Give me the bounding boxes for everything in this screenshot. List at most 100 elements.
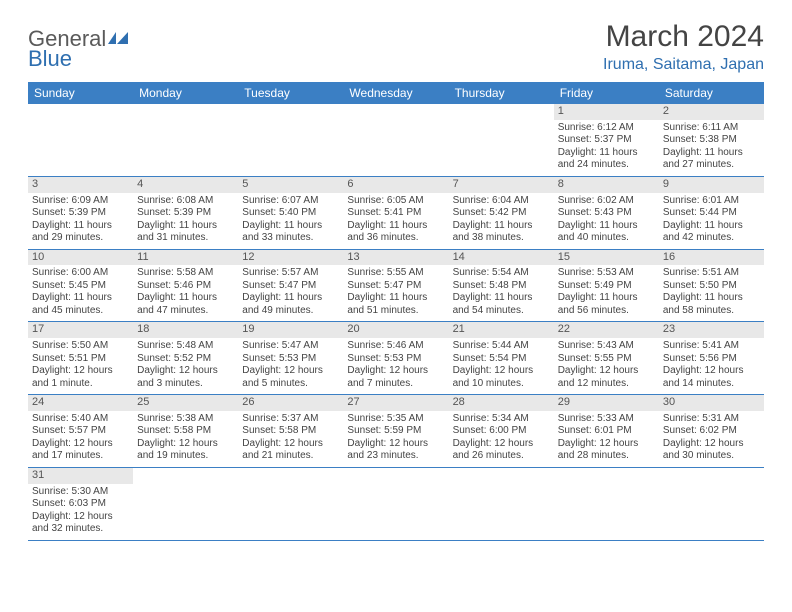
- daylight-text: Daylight: 11 hours and 54 minutes.: [453, 292, 550, 317]
- calendar-cell: 18Sunrise: 5:48 AMSunset: 5:52 PMDayligh…: [133, 322, 238, 395]
- dayheader-fri: Friday: [554, 82, 659, 104]
- logo-text-2: Blue: [28, 46, 72, 72]
- sunset-text: Sunset: 5:40 PM: [242, 207, 339, 220]
- dayheader-sat: Saturday: [659, 82, 764, 104]
- day-number: 27: [343, 395, 448, 411]
- calendar-cell: [659, 467, 764, 540]
- daylight-text: Daylight: 12 hours and 19 minutes.: [137, 438, 234, 463]
- sunrise-text: Sunrise: 5:47 AM: [242, 340, 339, 353]
- day-number: [554, 468, 659, 470]
- calendar-cell: 29Sunrise: 5:33 AMSunset: 6:01 PMDayligh…: [554, 395, 659, 468]
- sunrise-text: Sunrise: 6:07 AM: [242, 195, 339, 208]
- day-number: 22: [554, 322, 659, 338]
- day-number: [133, 468, 238, 470]
- day-number: 9: [659, 177, 764, 193]
- calendar-cell: 11Sunrise: 5:58 AMSunset: 5:46 PMDayligh…: [133, 249, 238, 322]
- calendar-cell: 9 Sunrise: 6:01 AMSunset: 5:44 PMDaylight…: [659, 176, 764, 249]
- sunrise-text: Sunrise: 5:41 AM: [663, 340, 760, 353]
- day-number: 4: [133, 177, 238, 193]
- calendar-cell: 14Sunrise: 5:54 AMSunset: 5:48 PMDayligh…: [449, 249, 554, 322]
- calendar-cell: 13Sunrise: 5:55 AMSunset: 5:47 PMDayligh…: [343, 249, 448, 322]
- calendar-cell: [343, 467, 448, 540]
- calendar-cell: 17Sunrise: 5:50 AMSunset: 5:51 PMDayligh…: [28, 322, 133, 395]
- calendar-cell: [343, 104, 448, 176]
- day-number: 11: [133, 250, 238, 266]
- sunrise-text: Sunrise: 5:37 AM: [242, 413, 339, 426]
- sunrise-text: Sunrise: 5:58 AM: [137, 267, 234, 280]
- day-number: 3: [28, 177, 133, 193]
- sunrise-text: Sunrise: 6:09 AM: [32, 195, 129, 208]
- sunset-text: Sunset: 6:02 PM: [663, 425, 760, 438]
- day-number: 30: [659, 395, 764, 411]
- sunrise-text: Sunrise: 5:55 AM: [347, 267, 444, 280]
- day-number: 16: [659, 250, 764, 266]
- calendar-cell: 23Sunrise: 5:41 AMSunset: 5:56 PMDayligh…: [659, 322, 764, 395]
- day-number: [659, 468, 764, 470]
- sunrise-text: Sunrise: 5:46 AM: [347, 340, 444, 353]
- header: General March 2024 Iruma, Saitama, Japan: [28, 20, 764, 74]
- daylight-text: Daylight: 11 hours and 56 minutes.: [558, 292, 655, 317]
- calendar-cell: 1Sunrise: 6:12 AMSunset: 5:37 PMDaylight…: [554, 104, 659, 176]
- calendar-cell: 31Sunrise: 5:30 AMSunset: 6:03 PMDayligh…: [28, 467, 133, 540]
- calendar-cell: 28Sunrise: 5:34 AMSunset: 6:00 PMDayligh…: [449, 395, 554, 468]
- sunset-text: Sunset: 5:39 PM: [137, 207, 234, 220]
- daylight-text: Daylight: 12 hours and 21 minutes.: [242, 438, 339, 463]
- daylight-text: Daylight: 12 hours and 14 minutes.: [663, 365, 760, 390]
- day-number: 1: [554, 104, 659, 120]
- calendar-cell: 2Sunrise: 6:11 AMSunset: 5:38 PMDaylight…: [659, 104, 764, 176]
- sunset-text: Sunset: 5:44 PM: [663, 207, 760, 220]
- sunrise-text: Sunrise: 6:12 AM: [558, 122, 655, 135]
- sunset-text: Sunset: 5:53 PM: [347, 353, 444, 366]
- day-number: 12: [238, 250, 343, 266]
- calendar-cell: 10Sunrise: 6:00 AMSunset: 5:45 PMDayligh…: [28, 249, 133, 322]
- calendar-cell: 7Sunrise: 6:04 AMSunset: 5:42 PMDaylight…: [449, 176, 554, 249]
- sunset-text: Sunset: 5:51 PM: [32, 353, 129, 366]
- day-number: [449, 104, 554, 106]
- daylight-text: Daylight: 11 hours and 42 minutes.: [663, 220, 760, 245]
- sunset-text: Sunset: 5:55 PM: [558, 353, 655, 366]
- day-number: 15: [554, 250, 659, 266]
- calendar-cell: 24Sunrise: 5:40 AMSunset: 5:57 PMDayligh…: [28, 395, 133, 468]
- sunrise-text: Sunrise: 6:05 AM: [347, 195, 444, 208]
- calendar-cell: [28, 104, 133, 176]
- calendar-cell: 25Sunrise: 5:38 AMSunset: 5:58 PMDayligh…: [133, 395, 238, 468]
- dayheader-thu: Thursday: [449, 82, 554, 104]
- day-number: 10: [28, 250, 133, 266]
- day-number: 21: [449, 322, 554, 338]
- calendar-head: Sunday Monday Tuesday Wednesday Thursday…: [28, 82, 764, 104]
- sunset-text: Sunset: 5:48 PM: [453, 280, 550, 293]
- sunrise-text: Sunrise: 5:33 AM: [558, 413, 655, 426]
- sunset-text: Sunset: 5:58 PM: [242, 425, 339, 438]
- sunset-text: Sunset: 5:58 PM: [137, 425, 234, 438]
- calendar-week: 3Sunrise: 6:09 AMSunset: 5:39 PMDaylight…: [28, 176, 764, 249]
- daylight-text: Daylight: 11 hours and 27 minutes.: [663, 147, 760, 172]
- day-number: 25: [133, 395, 238, 411]
- sunrise-text: Sunrise: 5:50 AM: [32, 340, 129, 353]
- daylight-text: Daylight: 11 hours and 29 minutes.: [32, 220, 129, 245]
- sunrise-text: Sunrise: 5:34 AM: [453, 413, 550, 426]
- calendar-body: 1Sunrise: 6:12 AMSunset: 5:37 PMDaylight…: [28, 104, 764, 540]
- daylight-text: Daylight: 11 hours and 33 minutes.: [242, 220, 339, 245]
- calendar-week: 24Sunrise: 5:40 AMSunset: 5:57 PMDayligh…: [28, 395, 764, 468]
- day-number: 18: [133, 322, 238, 338]
- sunrise-text: Sunrise: 6:01 AM: [663, 195, 760, 208]
- calendar-cell: [238, 467, 343, 540]
- calendar-cell: 19Sunrise: 5:47 AMSunset: 5:53 PMDayligh…: [238, 322, 343, 395]
- calendar-cell: 20Sunrise: 5:46 AMSunset: 5:53 PMDayligh…: [343, 322, 448, 395]
- day-number: 5: [238, 177, 343, 193]
- daylight-text: Daylight: 11 hours and 45 minutes.: [32, 292, 129, 317]
- sunset-text: Sunset: 5:43 PM: [558, 207, 655, 220]
- daylight-text: Daylight: 11 hours and 51 minutes.: [347, 292, 444, 317]
- sunset-text: Sunset: 5:53 PM: [242, 353, 339, 366]
- sunset-text: Sunset: 5:39 PM: [32, 207, 129, 220]
- sunrise-text: Sunrise: 6:11 AM: [663, 122, 760, 135]
- calendar-cell: [133, 467, 238, 540]
- day-number: 23: [659, 322, 764, 338]
- day-number: 20: [343, 322, 448, 338]
- daylight-text: Daylight: 12 hours and 12 minutes.: [558, 365, 655, 390]
- day-number: [133, 104, 238, 106]
- calendar-cell: 27Sunrise: 5:35 AMSunset: 5:59 PMDayligh…: [343, 395, 448, 468]
- calendar-cell: 22Sunrise: 5:43 AMSunset: 5:55 PMDayligh…: [554, 322, 659, 395]
- day-number: 31: [28, 468, 133, 484]
- calendar-cell: 8Sunrise: 6:02 AMSunset: 5:43 PMDaylight…: [554, 176, 659, 249]
